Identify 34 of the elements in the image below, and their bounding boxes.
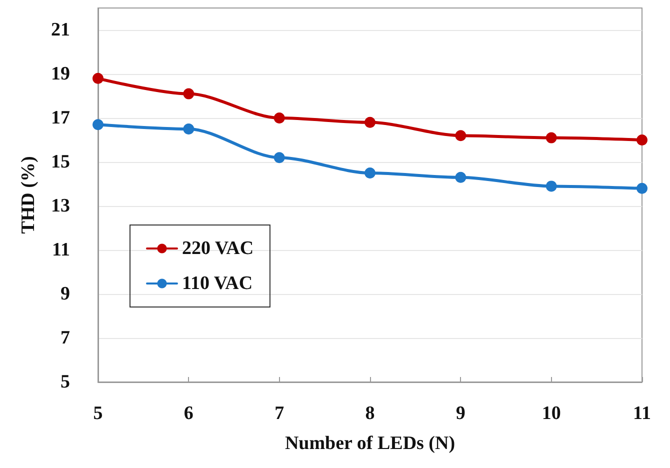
y-tick-label: 5 bbox=[60, 372, 70, 392]
y-axis-title: THD (%) bbox=[18, 156, 39, 234]
y-tick-label: 19 bbox=[51, 64, 70, 84]
y-tick-label: 13 bbox=[51, 196, 70, 216]
point bbox=[92, 72, 104, 84]
x-tick-label: 9 bbox=[456, 403, 466, 424]
point bbox=[455, 130, 466, 142]
legend-label: 110 VAC bbox=[182, 273, 253, 294]
x-tick-label: 5 bbox=[93, 403, 103, 424]
y-tick-label: 9 bbox=[60, 284, 70, 304]
x-tick-label: 8 bbox=[365, 403, 375, 424]
y-tick-label: 15 bbox=[51, 152, 70, 172]
x-tick-label: 10 bbox=[542, 403, 561, 424]
point bbox=[274, 152, 285, 164]
point bbox=[546, 132, 557, 144]
point bbox=[364, 168, 376, 178]
legend-label: 220 VAC bbox=[182, 238, 254, 259]
point bbox=[183, 88, 194, 100]
x-tick-label: 6 bbox=[184, 403, 194, 424]
point bbox=[364, 116, 376, 128]
y-tick-label: 17 bbox=[51, 108, 70, 128]
x-tick-label: 7 bbox=[274, 403, 285, 424]
point bbox=[636, 134, 648, 146]
point bbox=[636, 182, 648, 194]
x-axis-title: Number of LEDs (N) bbox=[284, 433, 456, 454]
point bbox=[92, 119, 104, 130]
point bbox=[546, 180, 557, 192]
x-tick-label: 11 bbox=[633, 403, 651, 424]
point bbox=[455, 172, 466, 183]
y-tick-label: 21 bbox=[51, 20, 70, 40]
point bbox=[274, 112, 285, 124]
point bbox=[183, 124, 194, 134]
y-tick-label: 11 bbox=[52, 240, 70, 260]
y-tick-label: 7 bbox=[60, 328, 70, 348]
